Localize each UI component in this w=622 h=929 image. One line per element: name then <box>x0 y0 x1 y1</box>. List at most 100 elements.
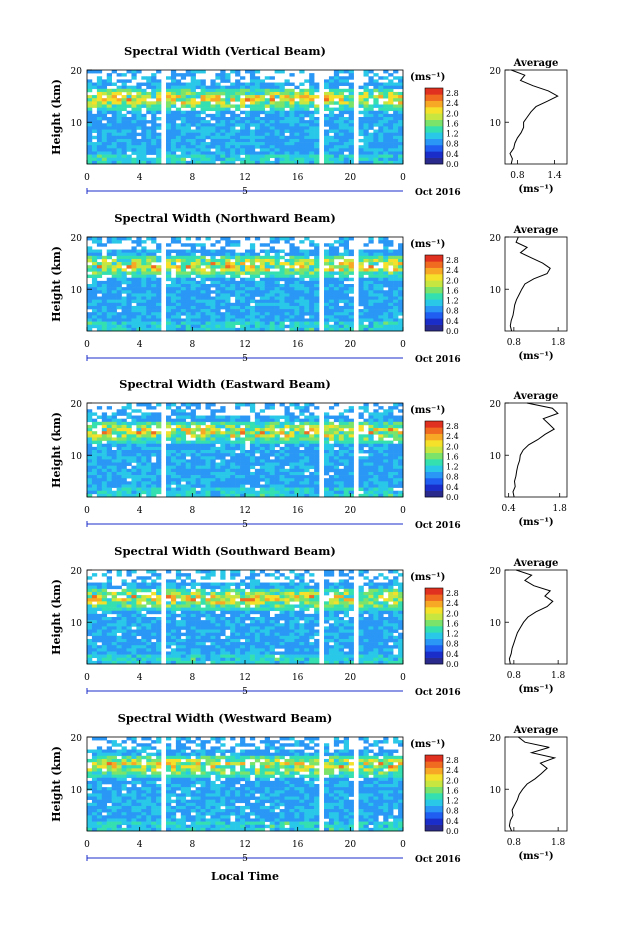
heatmap-cell <box>175 91 182 96</box>
heatmap-cell <box>279 101 285 105</box>
heatmap-cell <box>324 418 330 423</box>
heatmap-cell <box>116 487 122 492</box>
heatmap-cell <box>269 296 275 300</box>
heatmap-cell <box>338 318 345 322</box>
heatmap-cell <box>96 490 103 495</box>
heatmap-cell <box>190 76 196 80</box>
heatmap-cell <box>166 135 172 140</box>
heatmap-cell <box>121 468 127 473</box>
heatmap-cell <box>205 475 211 479</box>
heatmap-cell <box>205 290 211 294</box>
heatmap-cell <box>101 434 108 438</box>
heatmap-cell <box>245 70 251 74</box>
heatmap-cell <box>101 129 108 133</box>
heatmap-cell <box>190 431 196 435</box>
heatmap-cell <box>249 431 256 435</box>
panel-3: Spectral Width (Southward Beam)1020Heigh… <box>50 544 568 698</box>
heatmap-cell <box>328 117 335 121</box>
heatmap-cell <box>269 453 275 457</box>
heatmap-cell <box>324 490 330 495</box>
heatmap-cell <box>205 465 211 470</box>
heatmap-cell <box>314 268 320 272</box>
heatmap-cell <box>210 409 216 413</box>
heatmap-cell <box>249 258 256 263</box>
heatmap-cell <box>141 465 147 470</box>
heatmap-cell <box>220 255 226 260</box>
heatmap-cell <box>200 268 206 272</box>
heatmap-cell <box>156 468 162 473</box>
heatmap-cell <box>240 265 246 269</box>
heatmap-cell <box>121 440 127 445</box>
heatmap-cell <box>304 290 310 294</box>
heatmap-cell <box>96 104 103 108</box>
heatmap-cell <box>274 437 280 441</box>
heatmap-cell <box>180 258 187 263</box>
heatmap-cell <box>180 280 187 285</box>
heatmap-cell <box>393 265 399 269</box>
heatmap-cell <box>136 243 142 247</box>
heatmap-cell <box>309 453 315 457</box>
heatmap-cell <box>185 148 191 152</box>
heatmap-cell <box>205 95 211 99</box>
colorbar-tick-label: 2.8 <box>446 89 459 98</box>
heatmap-cell <box>249 290 256 294</box>
heatmap-cell <box>151 123 157 127</box>
heatmap-cell <box>101 117 108 121</box>
heatmap-cell <box>146 415 152 419</box>
heatmap-cell <box>220 453 226 457</box>
heatmap-cell <box>87 598 93 602</box>
heatmap-cell <box>299 240 305 244</box>
heatmap-cell <box>121 305 127 310</box>
heatmap-cell <box>269 305 275 310</box>
heatmap-cell <box>388 450 394 454</box>
x-tick-label: 0 <box>400 506 406 516</box>
heatmap-cell <box>304 142 310 146</box>
heatmap-cell <box>230 324 236 329</box>
heatmap-cell <box>220 126 226 130</box>
heatmap-cell <box>333 415 340 419</box>
heatmap-cell <box>205 157 211 162</box>
heatmap-cell <box>166 76 172 80</box>
heatmap-cell <box>333 305 340 310</box>
heatmap-cell <box>141 434 147 438</box>
heatmap-cell <box>180 327 187 332</box>
heatmap-cell <box>245 424 251 429</box>
heatmap-cell <box>230 262 236 266</box>
heatmap-cell <box>131 443 137 448</box>
heatmap-cell <box>309 265 315 269</box>
heatmap-cell <box>170 321 177 326</box>
heatmap-cell <box>254 117 261 121</box>
heatmap-cell <box>240 456 246 460</box>
heatmap-cell <box>343 418 349 423</box>
heatmap-cell <box>348 160 354 165</box>
heatmap-cell <box>328 76 335 80</box>
heatmap-cell <box>274 240 280 244</box>
panel-0: Spectral Width (Vertical Beam)1020Height… <box>50 44 568 198</box>
heatmap-cell <box>343 148 349 152</box>
heatmap-cell <box>378 135 384 140</box>
heatmap-cell <box>398 468 404 473</box>
heatmap-cell <box>363 475 369 479</box>
heatmap-cell <box>388 88 394 93</box>
heatmap-cell <box>393 91 399 96</box>
heatmap-cell <box>185 493 191 498</box>
heatmap-cell <box>294 91 300 96</box>
heatmap-cell <box>101 484 108 488</box>
heatmap-cell <box>393 462 399 466</box>
heatmap-cell <box>151 293 157 297</box>
heatmap-cell <box>116 446 122 451</box>
heatmap-cell <box>106 135 112 140</box>
heatmap-cell <box>215 98 221 102</box>
heatmap-cell <box>195 327 201 332</box>
heatmap-cell <box>200 249 206 253</box>
heatmap-cell <box>96 305 103 310</box>
heatmap-cell <box>215 265 221 269</box>
heatmap-cell <box>338 154 345 159</box>
heatmap-cell <box>170 129 177 133</box>
heatmap-cell <box>304 318 310 322</box>
heatmap-cell <box>121 95 127 99</box>
heatmap-cell <box>101 459 108 463</box>
heatmap-cell <box>304 123 310 127</box>
heatmap-cell <box>180 434 187 438</box>
heatmap-cell <box>393 468 399 473</box>
